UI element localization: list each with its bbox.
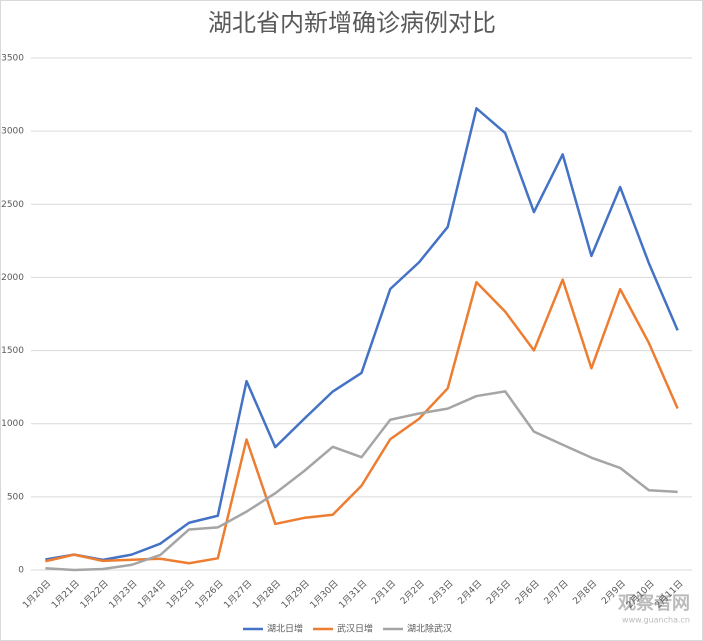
watermark-url: www.guancha.cn <box>622 616 690 625</box>
line <box>45 390 678 572</box>
legend-label: 湖北日增 <box>267 623 303 635</box>
y-tick-label: 0 <box>18 566 24 576</box>
chart-title: 湖北省内新增确诊病例对比 <box>208 9 496 37</box>
y-tick-label: 3000 <box>1 127 24 137</box>
y-tick-label: 3500 <box>1 54 24 64</box>
line <box>45 107 679 562</box>
y-tick-label: 2500 <box>1 200 24 210</box>
y-tick-label: 2000 <box>1 273 24 283</box>
watermark: 观察者网 <box>618 592 690 614</box>
y-tick-label: 1500 <box>1 346 24 356</box>
legend-label: 武汉日增 <box>337 623 373 635</box>
y-tick-label: 500 <box>7 492 24 502</box>
legend-label: 湖北除武汉 <box>407 623 452 635</box>
y-tick-label: 1000 <box>1 419 24 429</box>
